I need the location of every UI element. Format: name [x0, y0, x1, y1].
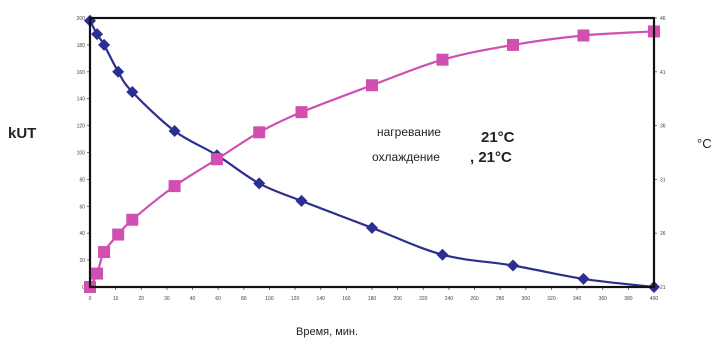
right-y-tick-label: 36: [660, 124, 666, 130]
left-y-tick-label: 60: [79, 204, 85, 210]
annotation-heating-label: нагревание: [377, 125, 441, 139]
x-tick-label: 40: [190, 296, 196, 302]
annotation-cooling-label: охлаждение: [372, 150, 440, 164]
x-tick-label: 200: [393, 296, 402, 302]
left-y-tick-label: 160: [77, 70, 86, 76]
heating-point: [507, 38, 519, 51]
heating-point: [168, 180, 181, 193]
heating-point: [112, 228, 125, 241]
left-y-tick-label: 20: [79, 258, 85, 264]
cooling-point: [295, 194, 308, 207]
cooling-point: [577, 272, 590, 285]
x-tick-label: 0: [89, 296, 92, 302]
left-y-tick-label: 40: [79, 231, 85, 237]
x-tick-label: 20: [138, 296, 144, 302]
left-y-tick-label: 80: [79, 177, 85, 183]
x-tick-label: 80: [241, 296, 247, 302]
left-y-tick-label: 120: [77, 124, 86, 130]
heating-point: [366, 79, 378, 92]
cooling-point: [112, 65, 125, 78]
heating-point: [210, 153, 223, 166]
left-y-tick-label: 200: [77, 16, 86, 22]
x-tick-label: 240: [445, 296, 454, 302]
cooling-point: [366, 221, 378, 234]
cooling-point: [91, 28, 104, 41]
heating-point: [295, 106, 308, 119]
heating-point: [253, 126, 266, 139]
x-axis-label: Время, мин.: [296, 326, 358, 338]
x-tick-label: 360: [599, 296, 608, 302]
heating-point: [126, 213, 139, 226]
x-tick-label: 140: [317, 296, 326, 302]
cooling-point: [168, 124, 181, 137]
left-y-tick-label: 140: [77, 97, 86, 103]
cooling-point: [126, 85, 139, 98]
heating-point: [98, 246, 111, 259]
heating-point: [91, 267, 104, 280]
right-y-tick-label: 31: [660, 177, 666, 183]
x-tick-label: 10: [113, 296, 119, 302]
x-tick-label: 320: [547, 296, 556, 302]
cooling-point: [507, 259, 519, 272]
x-tick-label: 260: [470, 296, 479, 302]
left-y-tick-label: 100: [77, 151, 86, 157]
cooling-point: [98, 38, 111, 51]
x-tick-label: 30: [164, 296, 170, 302]
x-tick-label: 220: [419, 296, 428, 302]
right-y-tick-label: 26: [660, 231, 666, 237]
left-axis-label: kUT: [8, 125, 36, 142]
right-y-tick-label: 46: [660, 16, 666, 22]
x-tick-label: 60: [215, 296, 221, 302]
heating-point: [577, 29, 590, 42]
heating-point: [436, 53, 449, 66]
x-tick-label: 280: [496, 296, 505, 302]
cooling-point: [436, 248, 449, 261]
annotation-cooling-value: , 21°C: [470, 149, 512, 166]
x-tick-label: 380: [624, 296, 633, 302]
right-y-tick-label: 21: [660, 285, 666, 291]
x-tick-label: 300: [522, 296, 531, 302]
annotation-heating-value: 21°C: [481, 129, 515, 146]
plot-area: [90, 18, 654, 287]
x-tick-label: 180: [368, 296, 377, 302]
cooling-point: [253, 177, 266, 190]
plot-border: [88, 16, 656, 289]
x-tick-label: 400: [650, 296, 659, 302]
x-tick-label: 160: [342, 296, 351, 302]
left-y-tick-label: 180: [77, 43, 86, 49]
right-axis-label: °C: [697, 136, 712, 151]
x-tick-label: 120: [291, 296, 300, 302]
left-y-tick-label: 0: [82, 285, 85, 291]
x-tick-label: 340: [573, 296, 582, 302]
right-y-tick-label: 41: [660, 70, 666, 76]
x-tick-label: 100: [265, 296, 274, 302]
